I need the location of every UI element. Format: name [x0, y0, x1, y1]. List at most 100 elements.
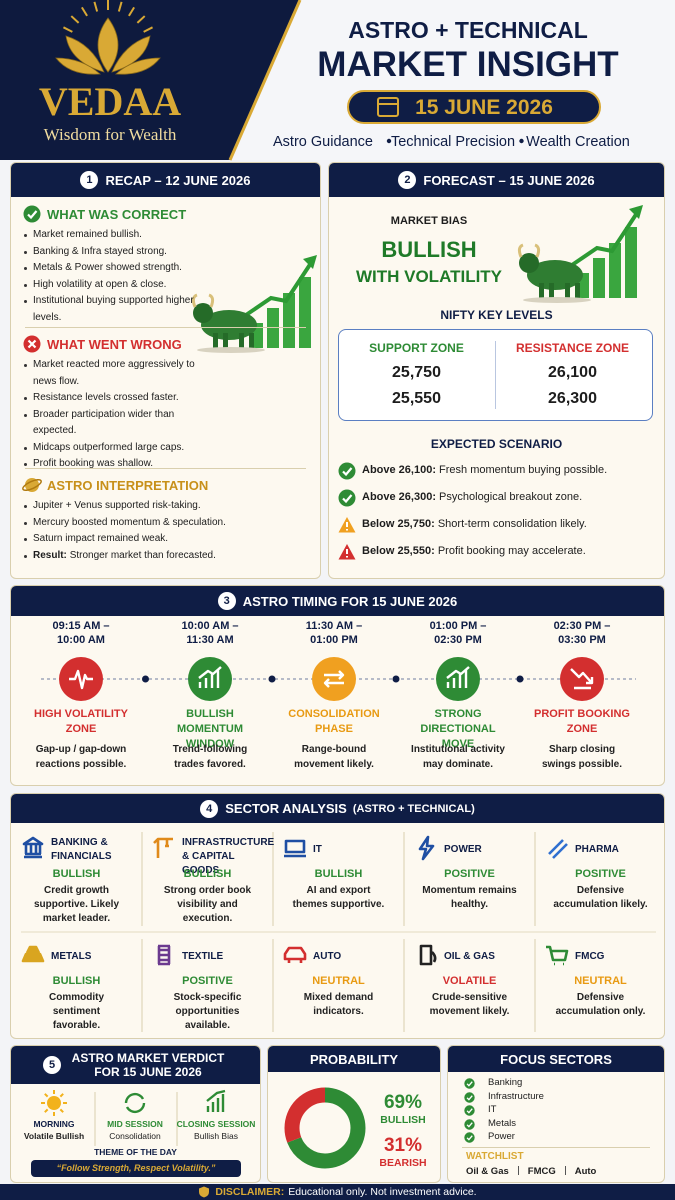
- sun-ray: [59, 1093, 64, 1098]
- sector-status: NEUTRAL: [574, 975, 627, 987]
- time: 03:30 PM: [558, 634, 606, 646]
- sector-status: BULLISH: [52, 975, 101, 987]
- sun-icon: [47, 1096, 61, 1110]
- icon: [338, 517, 356, 533]
- probability-panel: PROBABILITY 69% BULLISH 31% BEARISH: [267, 1045, 441, 1183]
- sector-name: FMCG: [575, 951, 605, 962]
- icon-glyph: [466, 1108, 473, 1114]
- icon-bg: [338, 462, 356, 480]
- tagline-dot: [386, 138, 392, 144]
- time: 01:00 PM –: [429, 620, 487, 632]
- list-item: Banking & Infra stayed strong.: [23, 244, 223, 261]
- icon-bg: [338, 489, 356, 507]
- phase-desc: Sharp closing swings possible.: [541, 744, 623, 770]
- sector-icon: [419, 944, 437, 966]
- list-item: Broader participation wider than expecte…: [23, 407, 203, 440]
- icon-glyph: [27, 339, 37, 349]
- item-list: Market remained bullish. Banking & Infra …: [23, 227, 223, 326]
- resistance-level: 26,100: [548, 364, 597, 381]
- icon-glyph: [27, 210, 38, 220]
- timeline-dot: [516, 675, 524, 683]
- levels-title: NIFTY KEY LEVELS: [440, 308, 553, 322]
- disclaimer-text: Educational only. Not investment advice.: [288, 1186, 477, 1198]
- disclaimer-bar: DISCLAIMER: Educational only. Not investm…: [0, 1184, 675, 1200]
- bull-head: [193, 303, 213, 323]
- panel-header: 3 ASTRO TIMING FOR 15 JUNE 2026: [11, 586, 664, 616]
- title-line1: ASTRO + TECHNICAL: [348, 17, 588, 43]
- time: 01:00 PM: [310, 634, 358, 646]
- scenario-level: Above 26,300:: [362, 491, 436, 503]
- phase-desc: Trend-following trades favored.: [172, 744, 248, 770]
- sector-graphics: [21, 832, 656, 1032]
- icon: [23, 335, 41, 353]
- list-item: Profit booking was shallow.: [23, 456, 203, 473]
- icon-bg: [464, 1132, 475, 1143]
- item-text: Stronger market than forecasted.: [69, 549, 216, 561]
- bull-leg: [213, 333, 218, 349]
- scenario-text: Short-term consolidation likely.: [437, 518, 587, 530]
- icon: [22, 478, 42, 492]
- time: 02:30 PM –: [553, 620, 611, 632]
- growth-bar: [299, 277, 311, 348]
- bull-leg: [575, 283, 580, 299]
- probability-label: BEARISH: [379, 1157, 427, 1169]
- phase: HIGH VOLATILITY ZONE: [34, 708, 128, 735]
- icon-glyph: [466, 1094, 473, 1101]
- panel-header: 1 RECAP – 12 JUNE 2026: [11, 163, 320, 197]
- sector-icon: [546, 945, 569, 966]
- section-title: ASTRO TIMING FOR 15 JUNE 2026: [242, 593, 458, 609]
- icon: [464, 1105, 475, 1116]
- growth-arrow: [244, 261, 313, 317]
- phase-icon: [436, 657, 480, 701]
- tagline: Astro Guidance: [273, 134, 373, 150]
- sector-desc: Credit growth supportive. Likely market …: [33, 885, 120, 924]
- sector-desc: Stock-specific opportunities available.: [173, 992, 242, 1031]
- watchlist: Oil & Gas FMCG Auto: [466, 1166, 596, 1177]
- watchlist-title: WATCHLIST: [466, 1151, 524, 1162]
- tagline: Wealth Creation: [526, 134, 630, 150]
- support-level: 25,750: [392, 364, 441, 381]
- divider: [25, 327, 306, 328]
- phase-desc: Gap-up / gap-down reactions possible.: [35, 744, 127, 770]
- phase-icon: [312, 657, 356, 701]
- sector-icon: [157, 944, 171, 966]
- icon-bg: [23, 205, 41, 223]
- sun-ray: [59, 1108, 64, 1113]
- calendar-icon: [377, 97, 399, 117]
- scenario-text: Fresh momentum buying possible.: [439, 464, 608, 476]
- phase: STRONG DIRECTIONAL MOVE: [420, 708, 496, 750]
- time: 09:15 AM –: [52, 620, 110, 632]
- phase-glyph: [323, 670, 345, 688]
- focus-sector: IT: [488, 1104, 497, 1115]
- phase-glyph: [69, 669, 93, 690]
- support-title: SUPPORT ZONE: [369, 341, 464, 355]
- separator: [564, 1166, 566, 1175]
- scenario: Below 25,750: Short-term consolidation l…: [362, 518, 587, 530]
- bias-label: MARKET BIAS: [390, 215, 468, 227]
- bull-body: [527, 260, 583, 290]
- bias-sub: WITH VOLATILITY: [355, 267, 503, 286]
- time: 11:30 AM: [186, 634, 234, 646]
- icon: [464, 1078, 475, 1089]
- session-name: CLOSING SESSION: [176, 1119, 256, 1129]
- list-item: Result: Stronger market than forecasted.: [23, 548, 313, 565]
- section-title: FOCUS SECTORS: [500, 1051, 612, 1067]
- icon: [464, 1132, 475, 1143]
- title-line2: MARKET INSIGHT: [317, 45, 618, 84]
- growth-bar: [267, 308, 279, 348]
- timeline-dot: [392, 675, 400, 683]
- item-list: Market reacted more aggressively to news…: [23, 357, 203, 473]
- session-desc: Volatile Bullish: [23, 1131, 85, 1141]
- donut-chart: [284, 1087, 366, 1169]
- item-list: Jupiter + Venus supported risk-taking. Me…: [23, 498, 313, 564]
- watchlist-item: Oil & Gas: [466, 1166, 509, 1177]
- sector-name: INFRASTRUCTURE & CAPITAL GOODS: [182, 837, 275, 876]
- phase: BULLISH MOMENTUM WINDOW: [177, 708, 243, 750]
- sector-status: POSITIVE: [182, 975, 233, 987]
- sector-status: BULLISH: [314, 868, 363, 880]
- focus-sector: Power: [488, 1131, 515, 1142]
- sun-ray: [44, 1093, 49, 1098]
- time: 02:30 PM: [434, 634, 482, 646]
- section-heading: WHAT WENT WRONG: [47, 337, 182, 352]
